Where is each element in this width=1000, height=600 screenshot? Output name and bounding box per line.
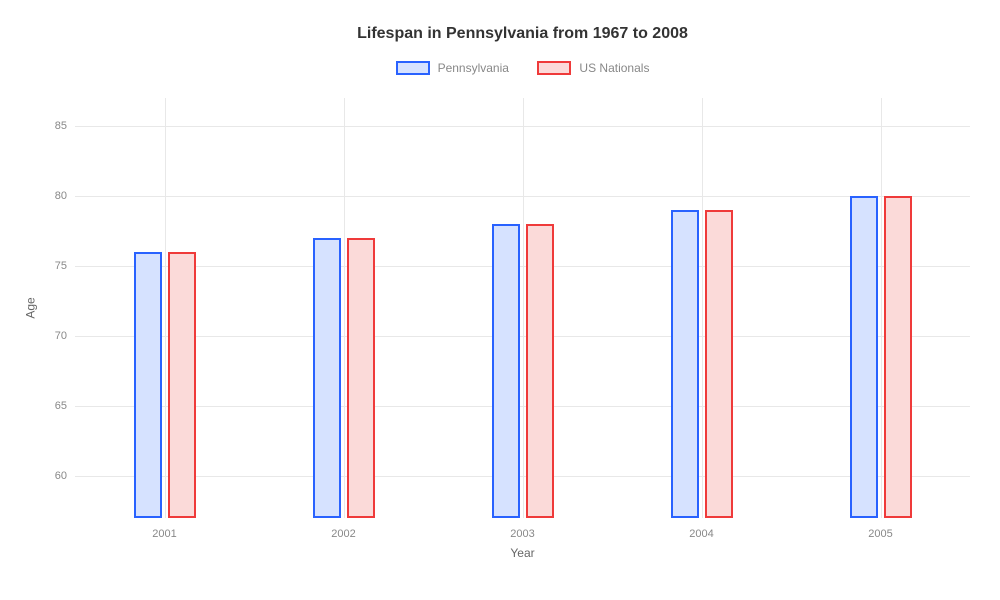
legend: Pennsylvania US Nationals — [75, 61, 970, 80]
bar-us-nationals — [526, 224, 554, 518]
y-tick-label: 75 — [55, 260, 75, 272]
bar-us-nationals — [347, 238, 375, 518]
plot-area: Age Year 6065707580852001200220032004200… — [75, 98, 970, 518]
bar-pennsylvania — [313, 238, 341, 518]
chart-container: Lifespan in Pennsylvania from 1967 to 20… — [0, 0, 1000, 600]
x-tick-label: 2001 — [152, 518, 176, 540]
bar-pennsylvania — [671, 210, 699, 518]
bar-pennsylvania — [850, 196, 878, 518]
legend-label-pennsylvania: Pennsylvania — [438, 61, 509, 75]
y-tick-label: 80 — [55, 190, 75, 202]
y-tick-label: 65 — [55, 400, 75, 412]
bar-us-nationals — [884, 196, 912, 518]
chart-title: Lifespan in Pennsylvania from 1967 to 20… — [75, 25, 970, 43]
bar-pennsylvania — [134, 252, 162, 518]
x-tick-label: 2002 — [331, 518, 355, 540]
legend-swatch-pennsylvania — [396, 61, 430, 75]
x-tick-label: 2004 — [689, 518, 713, 540]
bar-us-nationals — [705, 210, 733, 518]
x-tick-label: 2005 — [868, 518, 892, 540]
legend-item-us-nationals: US Nationals — [537, 61, 649, 75]
y-tick-label: 60 — [55, 470, 75, 482]
x-tick-label: 2003 — [510, 518, 534, 540]
bars-layer — [75, 98, 970, 518]
legend-item-pennsylvania: Pennsylvania — [396, 61, 509, 75]
x-axis-label: Year — [510, 546, 534, 560]
bar-pennsylvania — [492, 224, 520, 518]
bar-us-nationals — [168, 252, 196, 518]
y-tick-label: 70 — [55, 330, 75, 342]
legend-label-us-nationals: US Nationals — [579, 61, 649, 75]
y-axis-label: Age — [24, 297, 38, 318]
legend-swatch-us-nationals — [537, 61, 571, 75]
y-tick-label: 85 — [55, 120, 75, 132]
